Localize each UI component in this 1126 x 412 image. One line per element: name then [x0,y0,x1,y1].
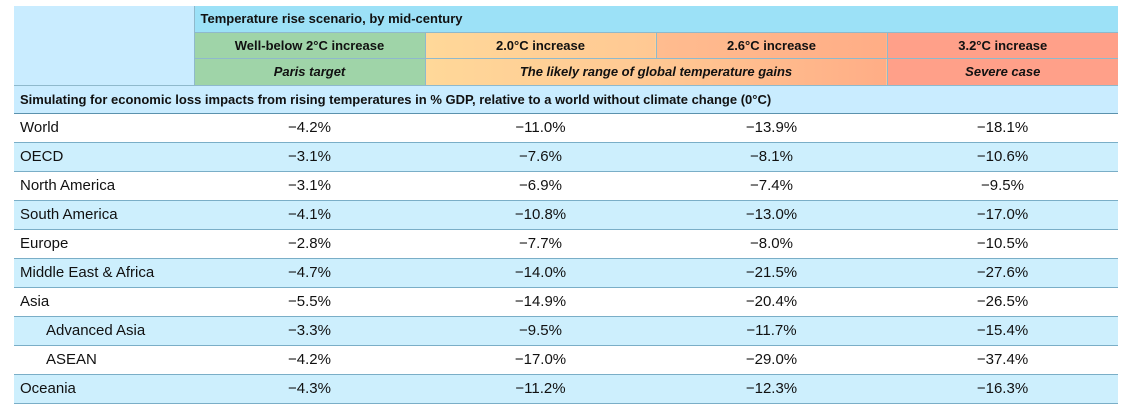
value-cell: −7.6% [425,142,656,172]
value-cell: −11.0% [425,113,656,143]
value-cell: −13.9% [656,113,887,143]
table-row: Oceania −4.3% −11.2% −12.3% −16.3% [14,374,1119,404]
scenario-title-row: Temperature rise scenario, by mid-centur… [14,6,1119,85]
value-cell: −3.3% [194,316,425,346]
table-row: North America −3.1% −6.9% −7.4% −9.5% [14,171,1119,201]
scenario-3-2c: 3.2°C increase [887,32,1119,59]
region-label: OECD [14,142,194,172]
header-corner-cell [14,6,195,85]
region-label: Oceania [14,374,194,404]
value-cell: −3.1% [194,171,425,201]
table-row: Middle East & Africa −4.7% −14.0% −21.5%… [14,258,1119,288]
region-label: South America [14,200,194,230]
region-label: Asia [14,287,194,317]
value-cell: −37.4% [887,345,1119,375]
value-cell: −4.2% [194,345,425,375]
value-cell: −2.8% [194,229,425,259]
desc-severe-case: Severe case [887,58,1119,85]
value-cell: −4.1% [194,200,425,230]
value-cell: −6.9% [425,171,656,201]
value-cell: −14.9% [425,287,656,317]
value-cell: −10.5% [887,229,1119,259]
value-cell: −26.5% [887,287,1119,317]
value-cell: −8.1% [656,142,887,172]
region-label: ASEAN [14,345,194,375]
value-cell: −7.7% [425,229,656,259]
value-cell: −11.7% [656,316,887,346]
scenario-2-0c: 2.0°C increase [425,32,657,59]
table-row: World −4.2% −11.0% −13.9% −18.1% [14,113,1119,143]
value-cell: −10.6% [887,142,1119,172]
table-row: Advanced Asia −3.3% −9.5% −11.7% −15.4% [14,316,1119,346]
value-cell: −4.3% [194,374,425,404]
region-label: Europe [14,229,194,259]
scenario-descriptions-row: Paris target The likely range of global … [14,58,1119,85]
value-cell: −21.5% [656,258,887,288]
subheader-row: Simulating for economic loss impacts fro… [14,84,1119,114]
value-cell: −7.4% [656,171,887,201]
simulation-subheader: Simulating for economic loss impacts fro… [14,84,1119,114]
table-row: South America −4.1% −10.8% −13.0% −17.0% [14,200,1119,230]
value-cell: −27.6% [887,258,1119,288]
value-cell: −9.5% [887,171,1119,201]
table-row: Asia −5.5% −14.9% −20.4% −26.5% [14,287,1119,317]
table-row: ASEAN −4.2% −17.0% −29.0% −37.4% [14,345,1119,375]
value-cell: −9.5% [425,316,656,346]
region-label: Advanced Asia [14,316,194,346]
value-cell: −4.2% [194,113,425,143]
value-cell: −15.4% [887,316,1119,346]
table-row: Europe −2.8% −7.7% −8.0% −10.5% [14,229,1119,259]
value-cell: −10.8% [425,200,656,230]
region-label: World [14,113,194,143]
value-cell: −17.0% [887,200,1119,230]
value-cell: −29.0% [656,345,887,375]
desc-paris-target: Paris target [194,58,426,85]
table-row: OECD −3.1% −7.6% −8.1% −10.6% [14,142,1119,172]
value-cell: −8.0% [656,229,887,259]
value-cell: −16.3% [887,374,1119,404]
value-cell: −14.0% [425,258,656,288]
value-cell: −13.0% [656,200,887,230]
region-label: North America [14,171,194,201]
climate-loss-table: Temperature rise scenario, by mid-centur… [14,6,1119,404]
value-cell: −18.1% [887,113,1119,143]
value-cell: −4.7% [194,258,425,288]
scenario-labels-row: Well-below 2°C increase 2.0°C increase 2… [14,32,1119,59]
value-cell: −20.4% [656,287,887,317]
value-cell: −11.2% [425,374,656,404]
value-cell: −3.1% [194,142,425,172]
desc-likely-range: The likely range of global temperature g… [425,58,888,85]
value-cell: −12.3% [656,374,887,404]
region-label: Middle East & Africa [14,258,194,288]
scenario-2-6c: 2.6°C increase [656,32,888,59]
scenario-title: Temperature rise scenario, by mid-centur… [194,6,1119,33]
value-cell: −17.0% [425,345,656,375]
value-cell: −5.5% [194,287,425,317]
scenario-well-below-2c: Well-below 2°C increase [194,32,426,59]
